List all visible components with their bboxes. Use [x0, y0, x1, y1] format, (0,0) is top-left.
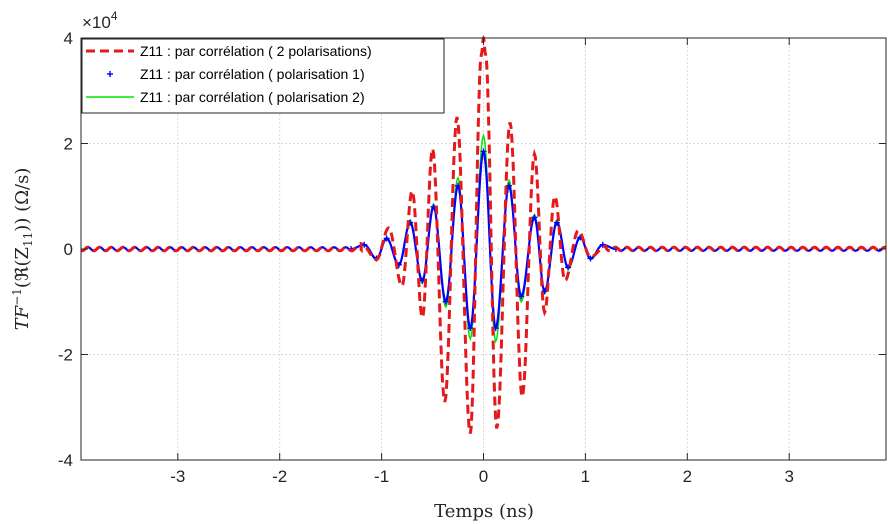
y-label-sub: 11 — [21, 232, 35, 247]
series-marker-polarisation-1 — [442, 298, 449, 305]
legend-label-1: Z11 : par corrélation ( 2 polarisations) — [140, 43, 372, 59]
y-ticks: -4 -2 0 2 4 — [58, 29, 886, 470]
y-label-re: (ℜ(Z — [12, 247, 33, 288]
legend-label-2: Z11 : par corrélation ( polarisation 1) — [140, 66, 365, 82]
y-tick-label: -2 — [58, 346, 73, 365]
x-tick-label: 3 — [784, 467, 793, 486]
series-marker-polarisation-1 — [587, 255, 594, 262]
series-marker-polarisation-1 — [531, 214, 538, 221]
y-label-unit: )) (Ω/s) — [12, 168, 33, 232]
y-tick-label: 0 — [64, 240, 73, 259]
y-exponent-power: 4 — [111, 9, 118, 23]
series-marker-polarisation-1 — [599, 241, 606, 248]
y-axis-label: TF−1(ℜ(Z11)) (Ω/s) — [10, 168, 35, 331]
x-tick-label: 0 — [479, 467, 488, 486]
y-label-exp: −1 — [10, 288, 24, 306]
x-axis-label: Temps (ns) — [434, 501, 534, 522]
x-tick-label: -3 — [170, 467, 185, 486]
y-tick-label: 2 — [64, 135, 73, 154]
legend: Z11 : par corrélation ( 2 polarisations)… — [81, 38, 445, 114]
legend-label-3: Z11 : par corrélation ( polarisation 2) — [140, 89, 365, 105]
series-marker-polarisation-1 — [467, 325, 474, 332]
x-ticks: -3 -2 -1 0 1 2 3 — [170, 38, 794, 486]
y-tick-label: -4 — [58, 451, 73, 470]
x-tick-label: 1 — [581, 467, 590, 486]
y-exponent-base: ×10 — [82, 13, 111, 32]
series-marker-polarisation-1 — [565, 264, 572, 271]
x-tick-label: -2 — [272, 467, 287, 486]
legend-swatch-plus — [107, 71, 113, 77]
legend-box — [81, 38, 445, 114]
y-label-tf: TF — [12, 304, 33, 330]
series-marker-polarisation-1 — [383, 235, 390, 242]
y-exponent: ×104 — [82, 9, 118, 32]
x-tick-label: -1 — [374, 467, 389, 486]
y-tick-label: 4 — [64, 29, 73, 48]
series-marker-polarisation-1 — [553, 219, 560, 226]
x-tick-label: 2 — [683, 467, 692, 486]
series-marker-polarisation-1 — [518, 293, 525, 300]
series-marker-polarisation-1 — [480, 148, 487, 155]
